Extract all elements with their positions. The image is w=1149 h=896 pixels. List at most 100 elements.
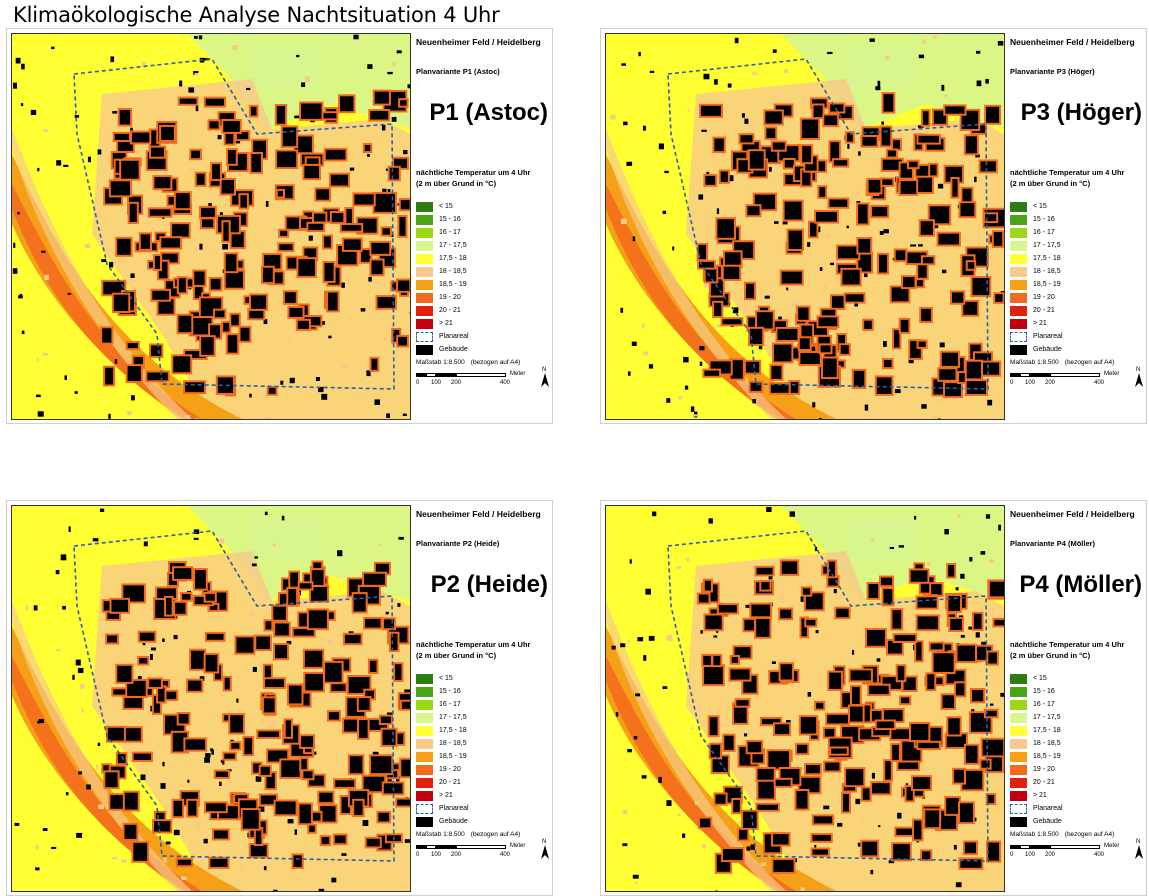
scale-segment — [1050, 373, 1100, 377]
temperature-map[interactable] — [11, 505, 411, 892]
page-title: Klimaökologische Analyse Nachtsituation … — [13, 2, 500, 28]
scale-tick: 0 — [416, 852, 419, 858]
scale-unit: Meter — [1104, 843, 1119, 849]
gebaeude-swatch — [1010, 817, 1027, 827]
legend-title-line2: (2 m über Grund in °C) — [416, 178, 530, 189]
legend-label: 18 - 18,5 — [1033, 740, 1061, 747]
north-arrow-icon: N — [540, 836, 550, 860]
legend-label: 15 - 16 — [439, 688, 461, 695]
legend-label: 18 - 18,5 — [439, 740, 467, 747]
legend-item: 20 - 21 — [1010, 304, 1063, 317]
legend-item: 17 - 17,5 — [1010, 239, 1063, 252]
temperature-map-graphic — [606, 34, 1004, 419]
legend-swatch — [416, 700, 433, 710]
north-arrow-icon: N — [540, 364, 550, 388]
scale-tick: 400 — [500, 380, 510, 386]
legend-title-line2: (2 m über Grund in °C) — [416, 650, 530, 661]
legend-item: 19 - 20 — [416, 291, 469, 304]
map-panel-2: Neuenheimer Feld / Heidelberg Planvarian… — [600, 28, 1147, 424]
legend-title-line1: nächtliche Temperatur um 4 Uhr — [1010, 639, 1124, 650]
scale-tick: 200 — [451, 380, 461, 386]
legend-item-planareal: Planareal — [416, 802, 469, 815]
legend-item-gebaeude: Gebäude — [1010, 343, 1063, 356]
scale-text: Maßstab 1:8.500(bezogen auf A4) — [416, 359, 520, 366]
legend-swatch — [416, 293, 433, 303]
scale-segment — [1030, 845, 1050, 849]
legend-swatch — [416, 687, 433, 697]
legend-item: < 15 — [416, 672, 469, 685]
north-label: N — [542, 839, 546, 845]
legend-label: 16 - 17 — [439, 229, 461, 236]
map-panel-4: Neuenheimer Feld / Heidelberg Planvarian… — [600, 500, 1147, 896]
temperature-map-graphic — [12, 506, 410, 891]
planareal-swatch — [416, 804, 433, 814]
legend-label: 19 - 20 — [1033, 766, 1055, 773]
scale-segment — [1020, 373, 1030, 377]
location-label: Neuenheimer Feld / Heidelberg — [416, 37, 541, 47]
legend-swatch — [1010, 215, 1027, 225]
legend-label: < 15 — [1033, 675, 1047, 682]
legend-item: 15 - 16 — [416, 213, 469, 226]
legend-label: < 15 — [439, 203, 453, 210]
temperature-map-graphic — [606, 506, 1004, 891]
legend-swatch — [1010, 765, 1027, 775]
legend-item: 17 - 17,5 — [1010, 711, 1063, 724]
legend-item: > 21 — [416, 789, 469, 802]
legend-title: nächtliche Temperatur um 4 Uhr (2 m über… — [1010, 167, 1124, 189]
legend-swatch — [416, 726, 433, 736]
legend-item: 15 - 16 — [416, 685, 469, 698]
legend-swatch — [416, 791, 433, 801]
scale-text: Maßstab 1:8.500(bezogen auf A4) — [1010, 831, 1114, 838]
legend-label: 19 - 20 — [439, 294, 461, 301]
legend-label: 18 - 18,5 — [1033, 268, 1061, 275]
temperature-map[interactable] — [605, 33, 1005, 420]
scale-segment — [1030, 373, 1050, 377]
legend-item: > 21 — [1010, 317, 1063, 330]
legend-item: < 15 — [1010, 200, 1063, 213]
map-panel-1: Neuenheimer Feld / Heidelberg Planvarian… — [6, 28, 553, 424]
legend-swatch — [416, 765, 433, 775]
legend-item: 19 - 20 — [416, 763, 469, 776]
legend-item: 17 - 17,5 — [416, 239, 469, 252]
legend-title-line2: (2 m über Grund in °C) — [1010, 650, 1124, 661]
scale-segment — [426, 373, 436, 377]
legend-label: 16 - 17 — [1033, 701, 1055, 708]
scale-segment — [1010, 845, 1020, 849]
legend-item: 20 - 21 — [416, 304, 469, 317]
gebaeude-swatch — [416, 817, 433, 827]
legend-label: 19 - 20 — [1033, 294, 1055, 301]
temperature-map[interactable] — [11, 33, 411, 420]
legend-label: 17 - 17,5 — [1033, 242, 1061, 249]
legend-item: 18,5 - 19 — [416, 278, 469, 291]
legend-title: nächtliche Temperatur um 4 Uhr (2 m über… — [416, 639, 530, 661]
legend-item-planareal: Planareal — [1010, 802, 1063, 815]
scale-tick: 200 — [451, 852, 461, 858]
legend-label: 17,5 - 18 — [439, 255, 467, 262]
legend-swatch — [416, 778, 433, 788]
legend-label: Planareal — [1033, 333, 1063, 340]
legend-swatch — [1010, 739, 1027, 749]
legend-item: > 21 — [1010, 789, 1063, 802]
legend-item: 15 - 16 — [1010, 213, 1063, 226]
legend-swatch — [1010, 674, 1027, 684]
legend-item-gebaeude: Gebäude — [416, 815, 469, 828]
variant-label: Planvariante P4 (Möller) — [1010, 539, 1095, 548]
legend-label: Planareal — [1033, 805, 1063, 812]
legend-item-gebaeude: Gebäude — [1010, 815, 1063, 828]
legend-label: Gebäude — [1033, 818, 1062, 825]
legend-item: 18 - 18,5 — [1010, 737, 1063, 750]
legend-swatch — [416, 228, 433, 238]
planareal-swatch — [416, 332, 433, 342]
legend-item: 18,5 - 19 — [416, 750, 469, 763]
north-label: N — [1136, 367, 1140, 373]
legend-swatch — [416, 752, 433, 762]
legend-title: nächtliche Temperatur um 4 Uhr (2 m über… — [416, 167, 530, 189]
map-sidebar: Neuenheimer Feld / Heidelberg Planvarian… — [416, 29, 552, 423]
legend-item: 17,5 - 18 — [1010, 252, 1063, 265]
variant-big-label: P1 (Astoc) — [429, 99, 548, 127]
legend-swatch — [416, 202, 433, 212]
temperature-map[interactable] — [605, 505, 1005, 892]
legend-swatch — [416, 215, 433, 225]
legend-label: 20 - 21 — [439, 307, 461, 314]
